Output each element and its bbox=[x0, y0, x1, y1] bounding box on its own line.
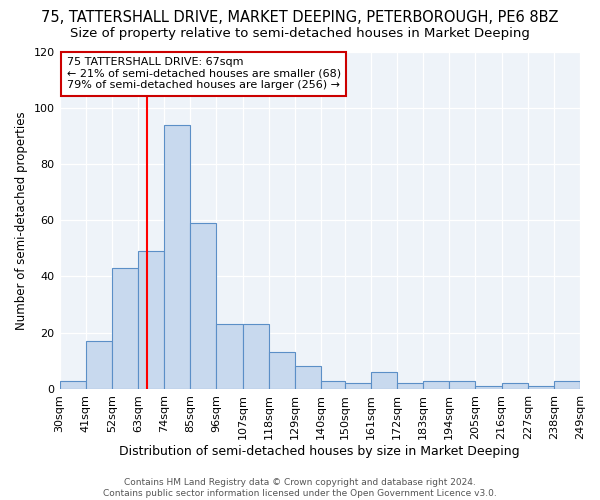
Text: Size of property relative to semi-detached houses in Market Deeping: Size of property relative to semi-detach… bbox=[70, 28, 530, 40]
Bar bbox=[528, 386, 554, 389]
Bar bbox=[502, 384, 528, 389]
Bar bbox=[86, 341, 112, 389]
Text: 75 TATTERSHALL DRIVE: 67sqm
← 21% of semi-detached houses are smaller (68)
79% o: 75 TATTERSHALL DRIVE: 67sqm ← 21% of sem… bbox=[67, 57, 341, 90]
Bar bbox=[371, 372, 397, 389]
Bar bbox=[269, 352, 295, 389]
Bar bbox=[449, 380, 475, 389]
Bar bbox=[580, 380, 600, 389]
Bar bbox=[242, 324, 269, 389]
Bar bbox=[217, 324, 242, 389]
Bar bbox=[164, 124, 190, 389]
X-axis label: Distribution of semi-detached houses by size in Market Deeping: Distribution of semi-detached houses by … bbox=[119, 444, 520, 458]
Bar bbox=[138, 251, 164, 389]
Bar bbox=[345, 384, 371, 389]
Bar bbox=[112, 268, 138, 389]
Bar bbox=[321, 380, 345, 389]
Bar bbox=[295, 366, 321, 389]
Bar bbox=[423, 380, 449, 389]
Bar bbox=[475, 386, 502, 389]
Text: Contains HM Land Registry data © Crown copyright and database right 2024.
Contai: Contains HM Land Registry data © Crown c… bbox=[103, 478, 497, 498]
Bar bbox=[190, 223, 217, 389]
Bar bbox=[397, 384, 423, 389]
Text: 75, TATTERSHALL DRIVE, MARKET DEEPING, PETERBOROUGH, PE6 8BZ: 75, TATTERSHALL DRIVE, MARKET DEEPING, P… bbox=[41, 10, 559, 25]
Y-axis label: Number of semi-detached properties: Number of semi-detached properties bbox=[15, 111, 28, 330]
Bar bbox=[554, 380, 580, 389]
Bar bbox=[59, 380, 86, 389]
